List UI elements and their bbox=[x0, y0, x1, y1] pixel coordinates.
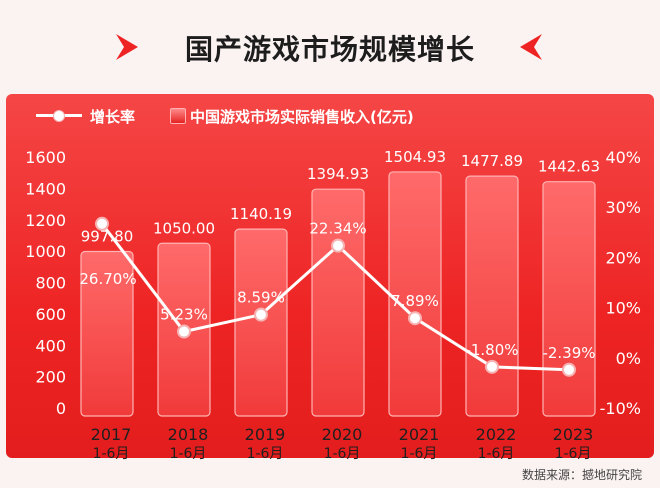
source-note: 数据来源：撼地研究院 bbox=[521, 468, 642, 482]
growth-value-label: -1.80% bbox=[465, 341, 518, 359]
x-tick-period: 1-6月 bbox=[170, 446, 207, 462]
x-tick-period: 1-6月 bbox=[478, 446, 515, 462]
y2-tick-label: 30% bbox=[605, 198, 641, 217]
y2-tick-label: 40% bbox=[605, 148, 641, 167]
title-bar: 国产游戏市场规模增长 bbox=[0, 18, 660, 76]
growth-point bbox=[562, 362, 576, 377]
growth-value-label: 7.89% bbox=[391, 292, 439, 310]
y2-tick-label: 20% bbox=[605, 248, 641, 267]
x-tick-period: 1-6月 bbox=[324, 446, 361, 462]
bar-value-label: 1394.93 bbox=[307, 165, 369, 183]
page-title: 国产游戏市场规模增长 bbox=[184, 33, 475, 66]
y-tick-label: 1400 bbox=[25, 179, 66, 198]
y2-tick-label: 0% bbox=[616, 349, 641, 368]
growth-value-label: 5.23% bbox=[160, 306, 208, 324]
legend-dot-marker bbox=[53, 110, 65, 122]
legend-bar-marker bbox=[170, 108, 186, 124]
x-tick-period: 1-6月 bbox=[401, 446, 438, 462]
bar-value-label: 1504.93 bbox=[384, 148, 446, 166]
y-tick-label: 1200 bbox=[25, 211, 66, 230]
bar bbox=[542, 181, 596, 417]
legend-line-label: 增长率 bbox=[90, 108, 136, 126]
bar bbox=[80, 250, 134, 417]
bar-value-label: 1477.89 bbox=[461, 152, 523, 170]
bar-value-label: 1050.00 bbox=[153, 219, 215, 237]
bar bbox=[311, 188, 365, 417]
x-tick-period: 1-6月 bbox=[555, 446, 592, 462]
y-tick-label: 800 bbox=[35, 274, 66, 293]
x-tick-period: 1-6月 bbox=[247, 446, 284, 462]
legend-bar-label: 中国游戏市场实际销售收入(亿元) bbox=[190, 108, 414, 126]
chevron-left-icon bbox=[520, 34, 542, 60]
x-tick-period: 1-6月 bbox=[93, 446, 130, 462]
x-tick-year: 2022 bbox=[476, 425, 517, 444]
bar-value-label: 1140.19 bbox=[230, 205, 292, 223]
x-tick-year: 2020 bbox=[322, 425, 363, 444]
x-tick-year: 2018 bbox=[168, 425, 209, 444]
growth-value-label: 8.59% bbox=[237, 289, 285, 307]
x-tick-year: 2021 bbox=[399, 425, 440, 444]
bar-value-label: 1442.63 bbox=[538, 158, 600, 176]
y2-tick-label: -10% bbox=[600, 399, 641, 418]
chevron-right-icon bbox=[116, 34, 138, 60]
bar bbox=[234, 228, 288, 417]
y2-tick-label: 10% bbox=[605, 299, 641, 318]
growth-value-label: 22.34% bbox=[309, 220, 366, 238]
growth-value-label: -2.39% bbox=[542, 344, 595, 362]
growth-point bbox=[331, 238, 345, 253]
y-tick-label: 1600 bbox=[25, 148, 66, 167]
y-tick-label: 200 bbox=[35, 368, 66, 387]
bar bbox=[465, 175, 519, 417]
y-tick-label: 400 bbox=[35, 336, 66, 355]
x-tick-year: 2023 bbox=[553, 425, 594, 444]
growth-point bbox=[177, 324, 191, 339]
growth-point bbox=[485, 359, 499, 374]
x-tick-year: 2017 bbox=[91, 425, 132, 444]
y-tick-label: 600 bbox=[35, 305, 66, 324]
growth-value-label: 26.70% bbox=[79, 270, 136, 288]
growth-point bbox=[254, 307, 268, 322]
growth-point bbox=[408, 311, 422, 326]
y-tick-label: 0 bbox=[56, 399, 66, 418]
x-tick-year: 2019 bbox=[245, 425, 286, 444]
growth-point bbox=[95, 216, 109, 231]
legend: 增长率 中国游戏市场实际销售收入(亿元) bbox=[0, 102, 660, 130]
y-tick-label: 1000 bbox=[25, 242, 66, 261]
bar-value-label: 997.80 bbox=[81, 227, 134, 245]
